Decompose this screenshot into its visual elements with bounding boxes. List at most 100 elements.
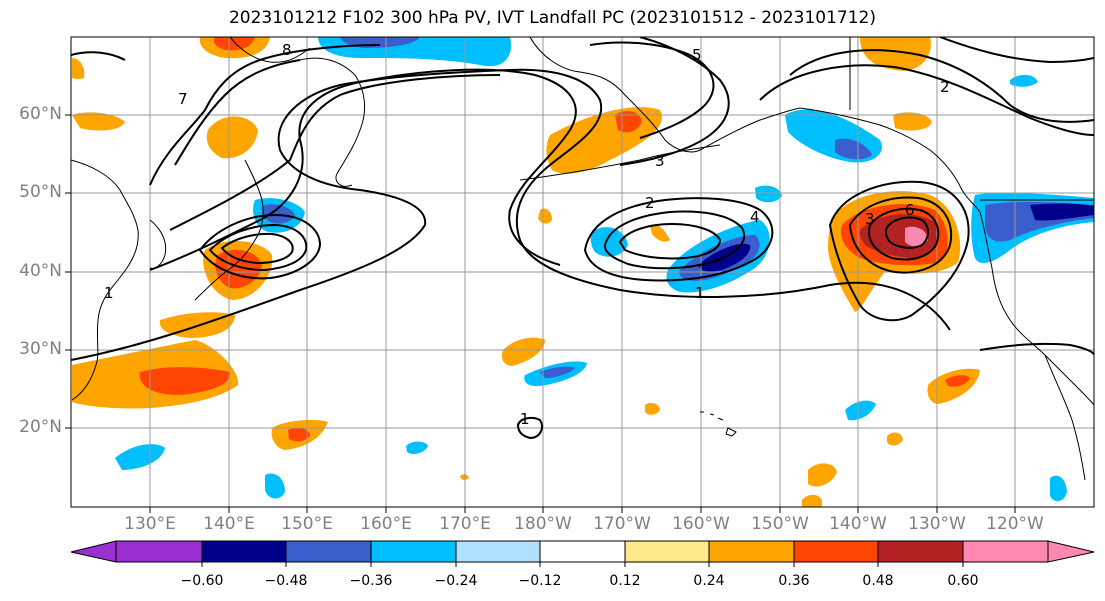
lat-label: 20°N	[19, 417, 62, 437]
shade-positive	[501, 337, 545, 366]
coastline-baja	[1044, 354, 1086, 481]
colorbar-tick-label: 0.36	[778, 573, 810, 589]
lon-label: 170°E	[439, 514, 491, 534]
lon-label: 130°W	[908, 514, 966, 534]
lat-label: 30°N	[19, 339, 62, 359]
shade-negative	[265, 473, 285, 499]
colorbar-tick-label: 0.48	[862, 573, 894, 589]
lon-label: 180°W	[514, 514, 572, 534]
pv-contour-line	[169, 74, 501, 231]
pv-contour-line	[516, 416, 543, 440]
lat-label: 40°N	[19, 261, 62, 281]
contour-label: 5	[692, 46, 702, 64]
colorbar-tick-label: −0.12	[518, 573, 562, 589]
colorbar-segment	[455, 540, 541, 563]
map-content: 1 2 3 4 5 6 7 8 1 2 3 1	[71, 37, 1094, 507]
shade-negative	[115, 444, 165, 470]
lon-label: 160°W	[672, 514, 730, 534]
contour-label: 6	[905, 201, 915, 219]
lon-label: 150°W	[751, 514, 809, 534]
shade-negative	[590, 227, 628, 257]
shade-extreme-positive	[905, 226, 928, 247]
colorbar-segment	[624, 540, 710, 563]
pv-contour-line	[149, 44, 381, 186]
shade-strong-positive	[139, 367, 231, 395]
colorbar-tick-label: 0.60	[947, 573, 979, 589]
coastline-canada	[799, 107, 981, 213]
shade-positive	[645, 402, 660, 415]
colorbar-extend-high	[1047, 540, 1095, 563]
colorbar-segment	[115, 540, 203, 563]
shade-negative	[406, 441, 428, 454]
contour-label: 4	[750, 208, 760, 226]
shade-positive	[72, 112, 125, 131]
shade-strong-positive	[288, 428, 310, 442]
shade-negative	[755, 185, 782, 203]
pv-contour-line	[619, 37, 730, 166]
contour-label: 1	[104, 284, 114, 302]
contour-label: 3	[655, 152, 665, 170]
colorbar-tick-label: −0.48	[264, 573, 308, 589]
pv-contour-line	[208, 223, 308, 272]
colorbar-tick-label: −0.24	[434, 573, 478, 589]
pv-contour-line	[848, 196, 953, 274]
coastline-aleutians	[519, 144, 721, 181]
pv-contour-line	[789, 49, 1094, 123]
shade-negative	[1010, 74, 1038, 87]
colorbar-segment	[539, 540, 626, 563]
pv-contours	[71, 37, 1094, 440]
shade-positive	[893, 112, 932, 131]
coastline-kamchatka	[299, 57, 366, 187]
pv-contour-line	[198, 213, 322, 280]
pv-contour-line	[149, 68, 577, 271]
coastline-alaska	[529, 37, 801, 153]
shade-positive	[808, 463, 837, 487]
shade-positive	[538, 208, 552, 224]
contour-label: 1	[520, 410, 530, 428]
colorbar	[70, 540, 1095, 563]
lon-label: 140°W	[829, 514, 887, 534]
colorbar-ticks	[201, 562, 964, 567]
pv-contour-line	[220, 232, 294, 265]
pv-contour-line	[868, 207, 940, 261]
colorbar-segment	[285, 540, 372, 563]
shade-negative	[845, 400, 876, 421]
shade-negative-mid	[540, 366, 575, 378]
colorbar-segment	[201, 540, 287, 563]
pv-contour-labels: 1 2 3 4 5 6 7 8 1 2 3 1	[104, 41, 950, 428]
shade-positive	[72, 58, 85, 79]
shade-positive	[650, 224, 670, 242]
pv-contour-line	[71, 51, 126, 61]
pv-contour-line	[884, 216, 929, 249]
hawaii-islands	[700, 411, 737, 437]
pv-contour-line	[174, 59, 301, 166]
colorbar-extend-low	[70, 540, 117, 563]
lon-label: 150°E	[281, 514, 333, 534]
shade-strong-positive	[213, 37, 255, 51]
pv-contour-line	[979, 342, 1094, 356]
contour-label: 1	[695, 284, 705, 302]
figure-title: 2023101212 F102 300 hPa PV, IVT Landfall…	[228, 8, 876, 28]
pv-contour-line	[618, 222, 722, 260]
colorbar-segment	[370, 540, 457, 563]
lon-label: 170°W	[593, 514, 651, 534]
lon-label: 160°E	[360, 514, 412, 534]
axis-ticks	[65, 114, 1016, 513]
contour-label: 3	[865, 210, 875, 228]
lon-label: 130°E	[124, 514, 176, 534]
pv-contour-line	[759, 64, 1094, 136]
shade-positive	[802, 494, 822, 507]
shade-strong-positive	[215, 249, 262, 289]
coastlines	[71, 37, 1094, 481]
pv-contour-line	[603, 210, 745, 270]
shade-strong-positive	[945, 375, 970, 387]
lat-label: 60°N	[19, 104, 62, 124]
colorbar-tick-label: −0.60	[180, 573, 224, 589]
pv-contour-line	[589, 41, 715, 139]
pv-contour-line	[828, 180, 970, 322]
shade-negative-mid	[835, 138, 872, 160]
pv-contour-line	[939, 37, 1094, 64]
coastline-japan	[194, 159, 264, 301]
coastline-siberia	[229, 37, 311, 63]
